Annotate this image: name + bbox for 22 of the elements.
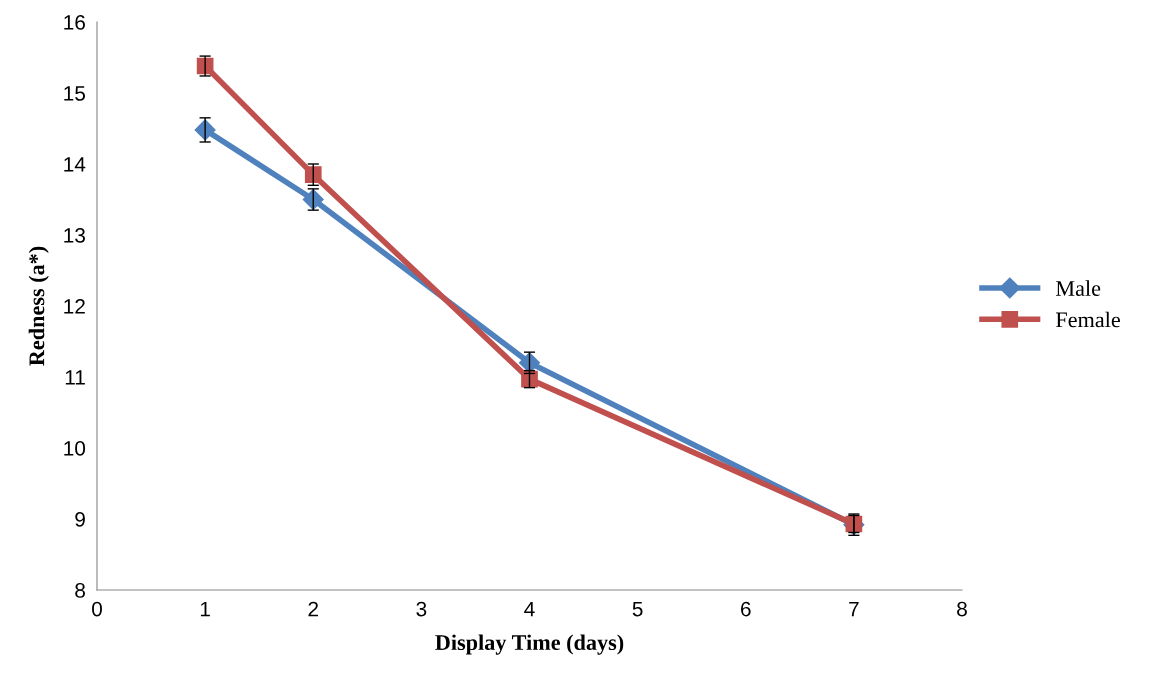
x-tick-label: 0: [92, 601, 102, 617]
x-tick-label: 6: [741, 601, 751, 617]
y-tick-label: 16: [64, 15, 85, 30]
legend-label: Female: [1055, 311, 1120, 328]
x-tick-label: 8: [957, 601, 967, 617]
y-axis-title: Redness (a*): [28, 246, 49, 366]
x-tick-label: 7: [849, 601, 859, 617]
x-tick-label: 5: [632, 601, 643, 617]
x-tick-label: 2: [308, 601, 318, 617]
y-tick-label: 8: [75, 583, 85, 598]
y-tick-label: 11: [65, 370, 85, 385]
legend-label: Male: [1055, 280, 1101, 296]
x-tick-label: 3: [416, 601, 427, 617]
y-tick-label: 9: [75, 512, 85, 527]
y-tick-label: 14: [64, 157, 86, 172]
y-tick-label: 10: [64, 441, 86, 456]
y-tick-label: 15: [64, 86, 86, 101]
x-tick-label: 1: [200, 601, 210, 617]
y-tick-label: 13: [64, 228, 85, 243]
y-tick-label: 12: [64, 299, 85, 314]
x-tick-label: 4: [524, 601, 535, 617]
x-axis-title: Display Time (days): [435, 634, 624, 655]
